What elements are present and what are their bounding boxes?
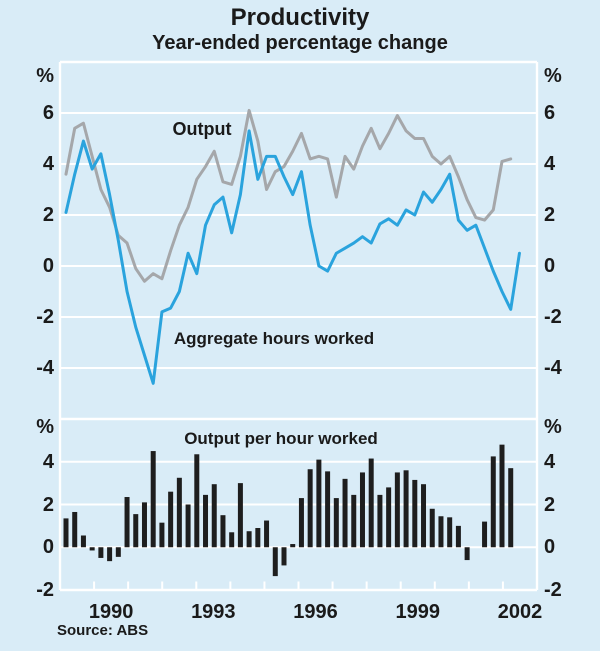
- bar: [220, 515, 226, 548]
- bar: [386, 487, 392, 548]
- bar: [377, 494, 383, 548]
- bar: [316, 459, 322, 548]
- bar: [429, 508, 435, 548]
- bar: [508, 468, 514, 548]
- bar: [115, 547, 121, 557]
- bar: [80, 535, 86, 548]
- bar: [63, 518, 69, 548]
- series-label-aggregate-hours-worked: Aggregate hours worked: [173, 329, 375, 348]
- bar: [412, 479, 418, 548]
- y-tick-label-left: 2: [42, 493, 54, 516]
- bar: [482, 521, 488, 548]
- y-tick-label-left: 4: [42, 450, 54, 473]
- x-axis-year-label: 1990: [88, 601, 134, 623]
- bar: [124, 497, 130, 548]
- bar: [264, 520, 270, 548]
- y-tick-label-left: -2: [36, 579, 54, 601]
- bar: [342, 478, 348, 548]
- x-axis-year-label: 2002: [497, 601, 543, 623]
- bar: [298, 498, 304, 548]
- y-tick-label-left: -4: [36, 357, 54, 379]
- source-note: Source: ABS: [57, 622, 149, 639]
- bar: [272, 547, 278, 577]
- series-label-output: Output: [172, 119, 232, 139]
- x-axis-year-label: 1996: [293, 601, 338, 623]
- series-label-output-per-hour-worked: Output per hour worked: [184, 429, 378, 448]
- bar: [368, 458, 374, 548]
- y-tick-label-left: 0: [42, 536, 54, 559]
- bar: [159, 522, 165, 548]
- bar: [359, 472, 365, 548]
- bar: [194, 454, 200, 548]
- y-axis-unit-right: %: [544, 416, 562, 438]
- bar: [107, 547, 113, 562]
- bar: [203, 494, 209, 548]
- y-tick-label-right: 2: [544, 204, 556, 226]
- bar: [490, 456, 496, 548]
- bar: [150, 451, 156, 548]
- bar: [421, 484, 427, 548]
- y-tick-label-right: -2: [544, 306, 562, 328]
- bar: [307, 469, 313, 548]
- line-series: [64, 108, 513, 283]
- bar: [281, 547, 287, 566]
- bar: [89, 547, 95, 551]
- y-tick-label-right: 4: [544, 450, 556, 473]
- bar: [394, 472, 400, 548]
- y-tick-label-right: 0: [544, 255, 556, 277]
- bar: [403, 470, 409, 548]
- x-axis-year-label: 1999: [395, 601, 441, 623]
- bar: [72, 511, 78, 548]
- bar: [176, 477, 182, 548]
- bar: [237, 483, 243, 548]
- bar: [255, 528, 261, 548]
- y-tick-label-right: 2: [544, 493, 556, 516]
- bar: [185, 504, 191, 548]
- y-tick-label-left: 6: [42, 102, 54, 124]
- bar: [438, 516, 444, 548]
- y-tick-label-right: 6: [544, 102, 556, 124]
- y-tick-label-left: 2: [42, 204, 54, 226]
- y-tick-label-left: -2: [36, 306, 54, 328]
- bar: [464, 547, 470, 561]
- bar: [229, 532, 235, 548]
- y-tick-label-right: 0: [544, 536, 556, 559]
- chart-title: Productivity: [230, 4, 370, 31]
- y-axis-unit-left: %: [36, 65, 54, 87]
- chart-subtitle: Year-ended percentage change: [152, 32, 448, 54]
- y-tick-label-left: 4: [42, 153, 54, 175]
- bar: [98, 547, 104, 558]
- bar: [499, 444, 505, 548]
- bar: [455, 525, 461, 548]
- y-tick-label-right: -4: [544, 357, 562, 379]
- bar: [168, 491, 174, 548]
- y-axis-unit-left: %: [36, 416, 54, 438]
- y-axis-unit-right: %: [544, 65, 562, 87]
- x-axis-year-label: 1993: [191, 601, 236, 623]
- bar: [333, 498, 339, 548]
- y-tick-label-right: -2: [544, 579, 562, 601]
- bar: [246, 531, 252, 548]
- bar: [133, 514, 139, 548]
- y-tick-label-left: 0: [42, 255, 54, 277]
- bar: [211, 484, 217, 548]
- bar: [141, 502, 147, 548]
- bar: [290, 544, 296, 548]
- bar: [351, 494, 357, 548]
- line-series: [64, 129, 521, 385]
- bar: [447, 517, 453, 548]
- y-tick-label-right: 4: [544, 153, 556, 175]
- bar: [325, 471, 331, 548]
